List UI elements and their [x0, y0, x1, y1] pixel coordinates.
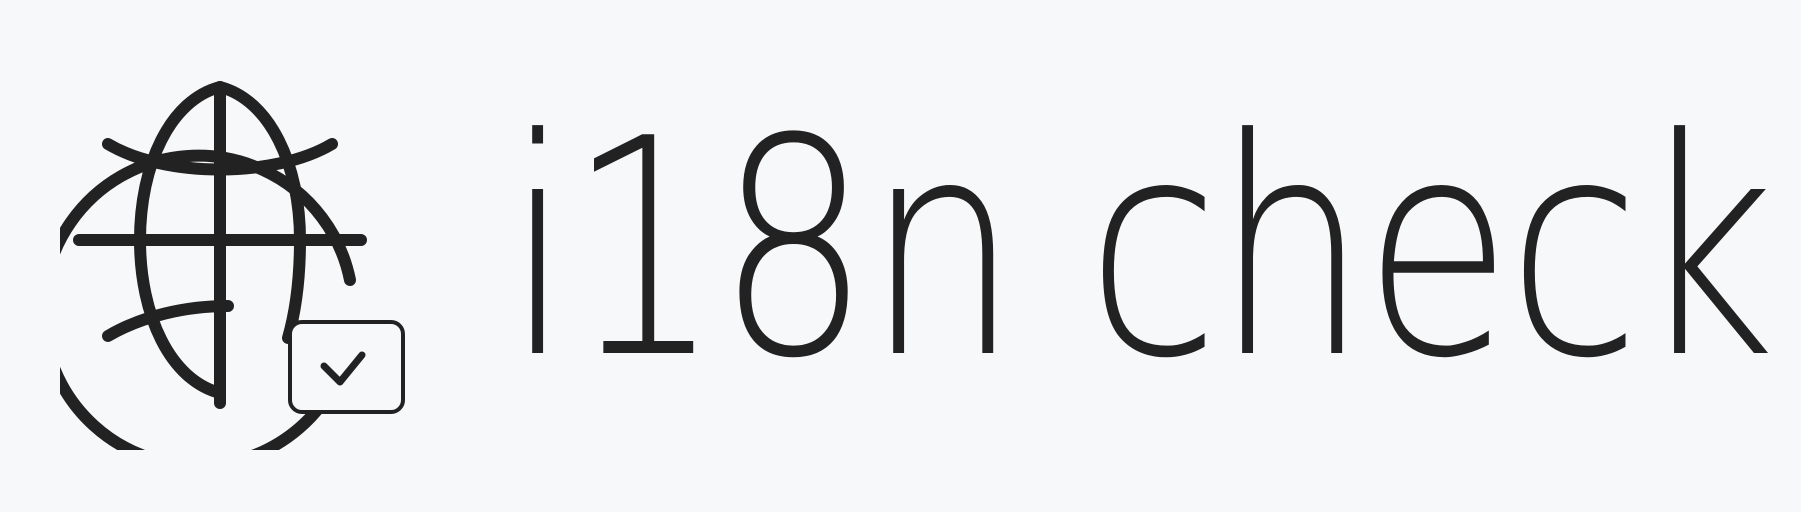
globe-with-checkbox-icon	[60, 81, 405, 450]
globe-icon	[60, 81, 367, 450]
checked-checkbox-icon	[288, 320, 405, 414]
brand-name: i18n check	[505, 75, 1776, 424]
